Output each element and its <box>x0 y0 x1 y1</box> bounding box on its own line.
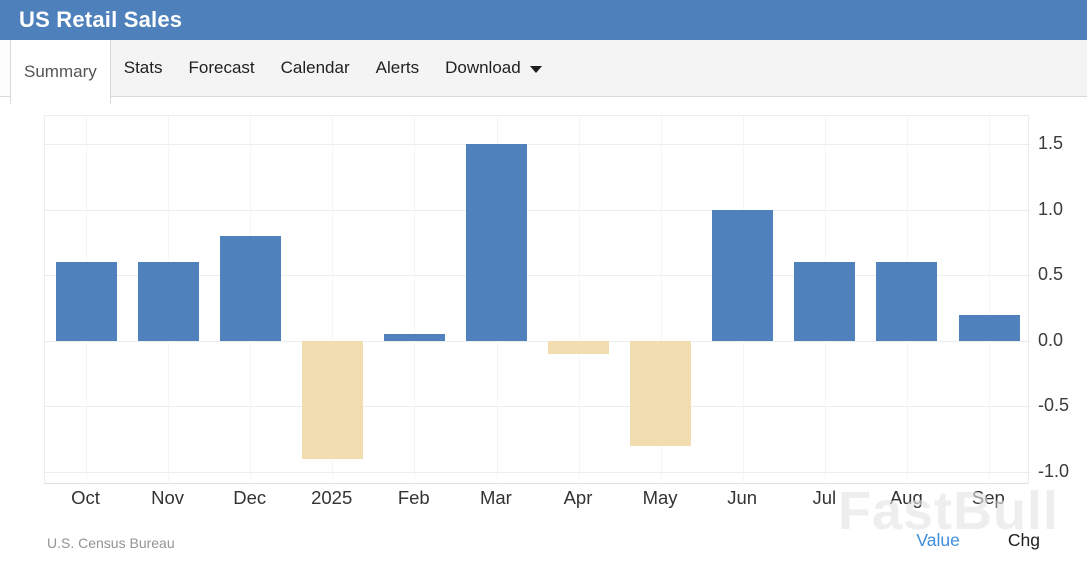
series-toggle: Value Chg <box>916 530 1040 551</box>
y-axis-label: -0.5 <box>1038 395 1070 416</box>
tab-calendar[interactable]: Calendar <box>268 40 363 96</box>
tabbar-left-gap <box>0 40 10 96</box>
gridline-vertical <box>660 116 662 485</box>
x-axis-label: Jul <box>812 487 837 508</box>
x-axis-label: Dec <box>233 487 267 508</box>
tab-forecast-label: Forecast <box>188 58 255 77</box>
value-toggle-link[interactable]: Value <box>916 530 960 550</box>
gridline-vertical <box>414 116 416 485</box>
bar-aug[interactable] <box>876 262 938 341</box>
tab-download-label: Download <box>445 58 521 77</box>
bar-oct[interactable] <box>55 262 117 341</box>
x-axis-label: Apr <box>563 487 593 508</box>
x-axis-label: Oct <box>71 487 100 508</box>
gridline-vertical <box>578 116 580 485</box>
x-axis-label: May <box>642 487 678 508</box>
tab-alerts[interactable]: Alerts <box>363 40 432 96</box>
gridline-horizontal <box>45 406 1030 408</box>
chart-panel: 1.5 1.0 0.5 0.0 -0.5 -1.0 Oct Nov Dec 2025 Feb Mar… <box>0 97 1087 562</box>
bar-chart-plot-area <box>44 115 1030 485</box>
gridline-horizontal <box>45 340 1030 342</box>
bar-apr[interactable] <box>548 340 609 354</box>
tab-alerts-label: Alerts <box>375 58 420 77</box>
gridline-vertical <box>989 116 990 485</box>
x-axis-label: Feb <box>397 487 430 508</box>
y-axis-label: 1.5 <box>1038 133 1064 154</box>
y-axis-label: 1.0 <box>1038 198 1064 219</box>
gridline-horizontal <box>45 144 1030 146</box>
tab-calendar-label: Calendar <box>280 58 350 77</box>
gridline-horizontal <box>45 275 1030 277</box>
bar-jun[interactable] <box>712 209 774 341</box>
chevron-down-icon <box>529 66 542 73</box>
x-axis-label: Sep <box>971 487 1005 508</box>
x-axis-label: Jun <box>727 487 758 508</box>
tab-stats-label: Stats <box>123 58 163 77</box>
gridline-horizontal <box>45 209 1030 211</box>
gridline-horizontal <box>45 471 1030 473</box>
bar-nov[interactable] <box>137 262 199 341</box>
y-axis-label: -1.0 <box>1038 460 1070 481</box>
y-axis-label: 0.0 <box>1038 329 1064 350</box>
x-axis-label: 2025 <box>311 487 353 508</box>
x-axis-label: Nov <box>151 487 185 508</box>
bar-sep[interactable] <box>958 314 1020 341</box>
bar-2025[interactable] <box>301 340 363 459</box>
x-axis-label: Mar <box>479 487 512 508</box>
chg-toggle-link[interactable]: Chg <box>1007 530 1040 550</box>
bar-feb[interactable] <box>383 334 445 341</box>
tab-summary[interactable]: Summary <box>10 40 111 104</box>
page-title: US Retail Sales <box>19 7 183 32</box>
tab-forecast[interactable]: Forecast <box>175 40 267 96</box>
bar-dec[interactable] <box>219 235 281 341</box>
y-axis-label: 0.5 <box>1038 264 1064 285</box>
tab-download[interactable]: Download <box>432 40 555 96</box>
x-axis-label: Aug <box>889 487 923 508</box>
source-attribution: U.S. Census Bureau <box>47 535 175 551</box>
tab-bar: Summary Stats Forecast Calendar Alerts D… <box>0 40 1087 104</box>
bar-may[interactable] <box>630 340 692 446</box>
app-header: US Retail Sales <box>0 0 1087 40</box>
tab-summary-label: Summary <box>24 62 97 81</box>
bar-mar[interactable] <box>466 144 527 341</box>
tab-stats[interactable]: Stats <box>111 40 176 96</box>
bar-jul[interactable] <box>794 262 856 341</box>
gridline-vertical <box>332 116 334 485</box>
